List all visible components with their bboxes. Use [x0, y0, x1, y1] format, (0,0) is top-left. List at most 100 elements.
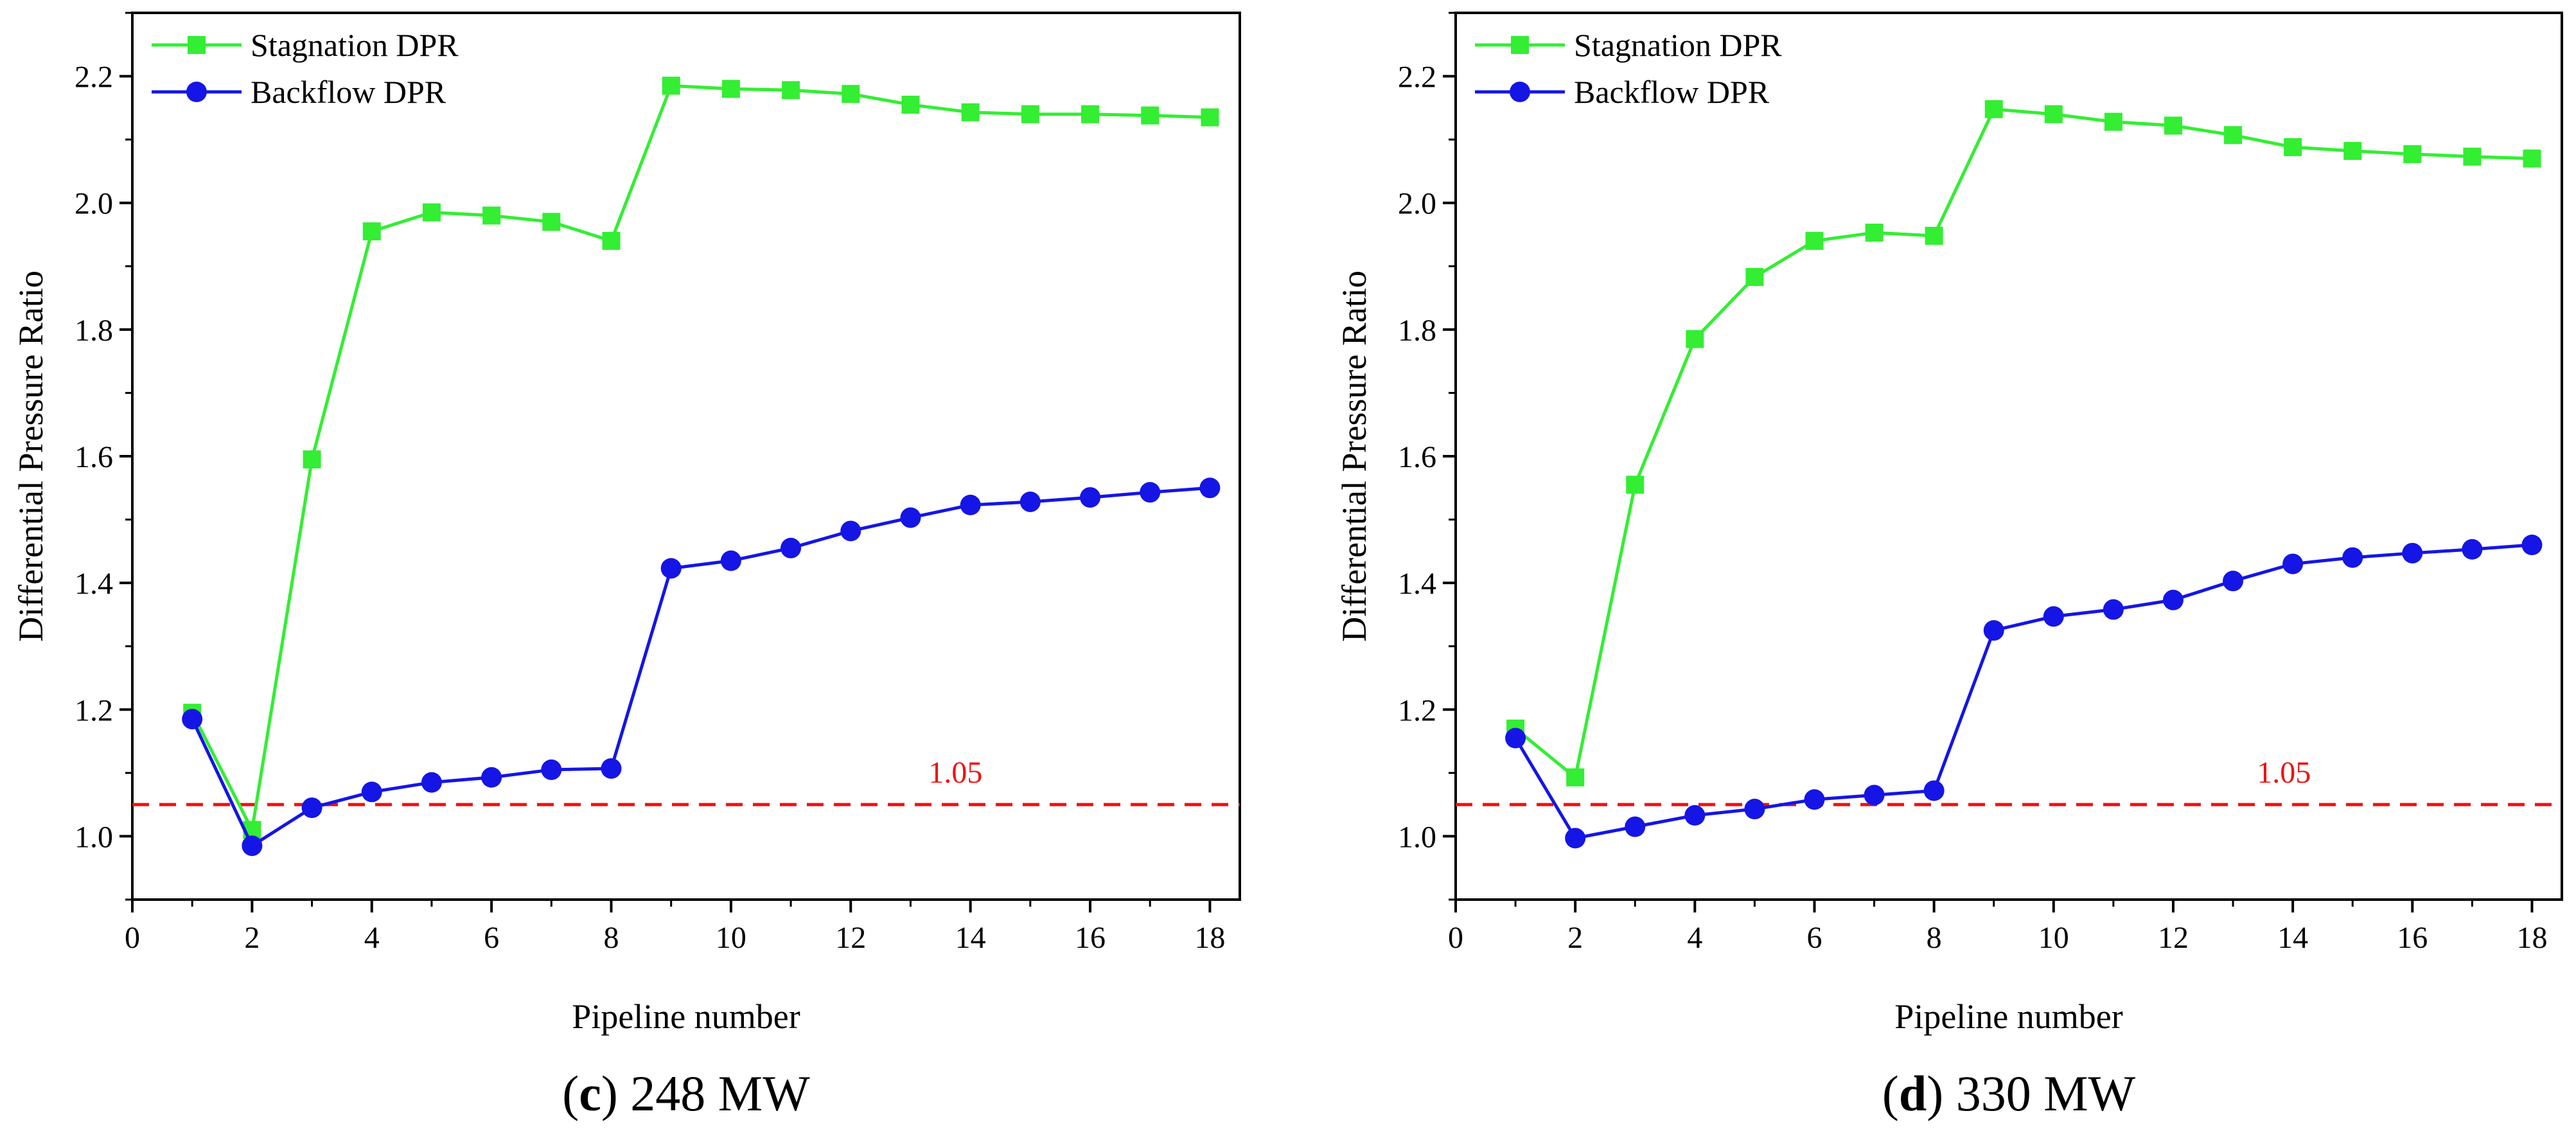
data-point-square — [2284, 138, 2302, 156]
data-point-square — [2044, 105, 2063, 123]
y-tick-label: 2.0 — [75, 187, 113, 221]
x-tick-label: 6 — [1806, 921, 1822, 955]
data-point-circle — [1744, 799, 1765, 820]
data-point-square — [1566, 768, 1585, 787]
x-axis-title: Pipeline number — [1894, 997, 2122, 1036]
data-point-circle — [781, 537, 802, 558]
data-point-square — [2463, 147, 2482, 166]
y-tick-label: 1.0 — [75, 820, 113, 854]
caption-text: 248 MW — [618, 1065, 810, 1121]
data-point-circle — [1505, 727, 1526, 749]
data-point-circle — [182, 709, 203, 730]
x-tick-label: 16 — [2397, 921, 2428, 955]
data-point-circle — [1199, 477, 1221, 499]
x-tick-label: 4 — [1687, 921, 1702, 955]
legend-marker-square — [1511, 36, 1529, 54]
x-tick-label: 18 — [2516, 921, 2547, 955]
data-point-circle — [2162, 589, 2183, 610]
series-stagnation — [183, 76, 1219, 839]
y-tick-label: 1.6 — [1398, 440, 1436, 474]
data-point-square — [1865, 224, 1883, 242]
data-point-square — [961, 103, 980, 121]
data-point-circle — [1804, 789, 1825, 810]
data-point-circle — [660, 558, 682, 579]
y-tick-label: 2.0 — [1398, 187, 1436, 221]
legend-marker-circle — [186, 82, 207, 102]
panel-caption: (d) 330 MW — [1882, 1065, 2136, 1121]
data-point-circle — [1983, 620, 2004, 641]
x-tick-label: 14 — [2277, 921, 2308, 955]
series-line — [1514, 107, 2532, 779]
x-tick-label: 2 — [1567, 921, 1583, 955]
legend: Stagnation DPR Backflow DPR — [1475, 27, 1782, 110]
data-point-circle — [2282, 553, 2304, 574]
x-tick-label: 2 — [244, 921, 260, 955]
data-point-circle — [2402, 542, 2423, 564]
data-point-square — [662, 76, 680, 95]
x-tick-label: 14 — [955, 921, 986, 955]
y-tick-label: 1.2 — [75, 693, 113, 727]
series-stagnation — [1506, 100, 2541, 787]
data-point-square — [1021, 105, 1039, 123]
data-point-circle — [2103, 599, 2124, 620]
x-tick-label: 0 — [1448, 921, 1463, 955]
data-point-circle — [541, 759, 562, 780]
data-point-square — [1081, 105, 1100, 123]
panel-caption: (c) 248 MW — [562, 1065, 810, 1121]
y-tick-label: 1.6 — [75, 440, 113, 474]
data-point-square — [2164, 116, 2182, 135]
y-tick-label: 1.8 — [1398, 314, 1436, 348]
data-point-square — [1984, 100, 2003, 118]
x-tick-label: 16 — [1075, 921, 1106, 955]
data-point-square — [842, 85, 860, 103]
series-backflow — [1505, 535, 2543, 849]
series-backflow — [182, 477, 1221, 857]
y-tick-label: 1.8 — [75, 314, 113, 348]
x-tick-label: 12 — [835, 921, 866, 955]
data-point-circle — [720, 550, 741, 571]
data-point-square — [602, 231, 621, 250]
x-tick-label: 0 — [125, 921, 140, 955]
legend-label: Stagnation DPR — [251, 27, 459, 63]
data-point-square — [362, 222, 381, 241]
data-point-circle — [1923, 780, 1945, 801]
caption-letter: c — [579, 1065, 601, 1121]
x-tick-label: 10 — [2038, 921, 2069, 955]
data-point-circle — [1565, 828, 1586, 849]
legend-marker-circle — [1510, 82, 1530, 102]
data-point-circle — [301, 797, 322, 819]
caption-text: 330 MW — [1943, 1065, 2135, 1121]
y-tick-label: 2.2 — [1398, 60, 1436, 94]
y-tick-label: 1.4 — [75, 567, 113, 601]
legend-label: Stagnation DPR — [1574, 27, 1782, 63]
data-point-circle — [2043, 606, 2064, 627]
data-point-square — [2403, 145, 2422, 163]
legend-label: Backflow DPR — [1574, 74, 1770, 110]
data-point-square — [422, 203, 441, 222]
data-point-circle — [1019, 491, 1041, 512]
data-point-circle — [1080, 487, 1101, 508]
x-tick-label: 8 — [1927, 921, 1942, 955]
y-tick-label: 2.2 — [75, 60, 113, 94]
reference-label: 1.05 — [928, 756, 982, 790]
data-point-circle — [900, 507, 921, 528]
chart-panel-c: 0 2 4 6 8 10 12 14 16 18 1.0 1.2 1.4 1.6 1.8 2.0 2.2 Pipe… — [12, 12, 1241, 1121]
data-point-circle — [361, 781, 382, 803]
data-point-square — [1201, 108, 1219, 127]
x-tick-label: 8 — [604, 921, 619, 955]
plot-frame — [1454, 12, 2563, 901]
data-point-circle — [960, 494, 981, 515]
data-point-circle — [1625, 816, 1646, 837]
y-tick-label: 1.2 — [1398, 693, 1436, 727]
x-axis-title: Pipeline number — [572, 997, 800, 1036]
data-point-square — [542, 213, 561, 231]
data-point-circle — [421, 772, 442, 793]
data-point-square — [2523, 149, 2541, 168]
data-point-circle — [2521, 535, 2543, 555]
data-point-circle — [1140, 482, 1161, 503]
data-point-square — [2224, 126, 2243, 145]
x-tick-label: 4 — [364, 921, 380, 955]
legend-label: Backflow DPR — [251, 74, 446, 110]
data-point-square — [482, 206, 501, 225]
